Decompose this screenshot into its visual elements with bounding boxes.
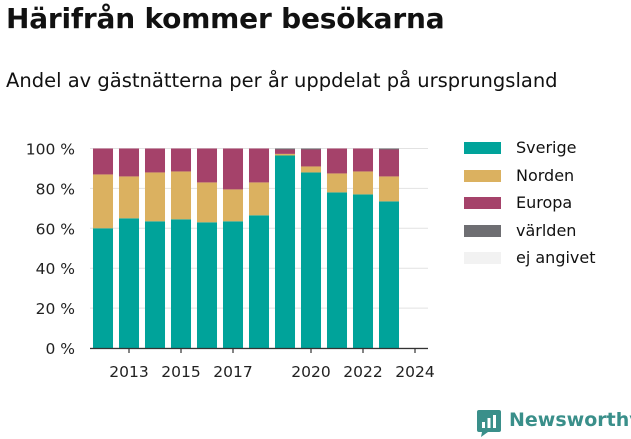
newsworthy-logo-text: Newsworthy xyxy=(509,409,631,431)
bar-sverige-2015 xyxy=(170,219,192,348)
legend-label-norden: Norden xyxy=(516,165,575,185)
bar-norden-2023 xyxy=(378,176,400,202)
legend-swatch-sverige xyxy=(464,142,501,154)
y-tick-label: 0 % xyxy=(45,340,75,358)
bar-sverige-2021 xyxy=(326,192,348,348)
bar-norden-2012 xyxy=(92,174,114,229)
bar-världen-2020 xyxy=(300,148,322,150)
bar-europa-2013 xyxy=(118,148,140,177)
bar-norden-2016 xyxy=(196,182,218,223)
bar-norden-2021 xyxy=(326,173,348,193)
x-tick-label: 2024 xyxy=(395,363,434,381)
bar-europa-2014 xyxy=(144,148,166,173)
bar-sverige-2017 xyxy=(222,221,244,348)
bar-europa-2023 xyxy=(378,149,400,177)
y-tick-label: 80 % xyxy=(36,180,75,198)
x-tick-label: 2017 xyxy=(213,363,252,381)
newsworthy-logo-icon xyxy=(477,410,501,437)
y-tick-label: 60 % xyxy=(36,220,75,238)
legend-label-ej-angivet: ej angivet xyxy=(516,248,596,267)
bar-europa-2015 xyxy=(170,148,192,172)
legend-swatch-ej-angivet xyxy=(464,252,501,264)
bar-sverige-2014 xyxy=(144,221,166,348)
bar-europa-2017 xyxy=(222,148,244,190)
bar-världen-2019 xyxy=(274,148,296,150)
bar-norden-2019 xyxy=(274,153,296,156)
chart-subtitle: Andel av gästnätterna per år uppdelat på… xyxy=(6,69,558,92)
bar-norden-2015 xyxy=(170,171,192,220)
bar-norden-2022 xyxy=(352,171,374,195)
bar-europa-2018 xyxy=(248,148,270,183)
bar-norden-2020 xyxy=(300,166,322,173)
y-tick-label: 20 % xyxy=(36,300,75,318)
x-tick-label: 2013 xyxy=(109,363,148,381)
bar-sverige-2013 xyxy=(118,218,140,348)
x-tick-label: 2020 xyxy=(291,363,330,381)
bar-världen-2023 xyxy=(378,148,400,150)
legend-label-europa: Europa xyxy=(516,193,573,212)
bar-norden-2017 xyxy=(222,189,244,222)
legend-label-sverige: Sverige xyxy=(516,138,577,157)
bar-europa-2020 xyxy=(300,149,322,167)
bar-norden-2014 xyxy=(144,172,166,222)
bar-sverige-2020 xyxy=(300,172,322,348)
bar-norden-2018 xyxy=(248,182,270,216)
chart-title: Härifrån kommer besökarna xyxy=(6,2,445,35)
bar-europa-2012 xyxy=(92,148,114,175)
bar-europa-2022 xyxy=(352,148,374,172)
bar-europa-2019 xyxy=(274,149,296,154)
legend-swatch-varlden xyxy=(464,224,501,237)
x-tick-label: 2015 xyxy=(161,363,200,381)
bar-sverige-2012 xyxy=(92,228,114,348)
bar-sverige-2019 xyxy=(274,155,296,348)
bar-sverige-2023 xyxy=(378,201,400,348)
bar-norden-2013 xyxy=(118,176,140,219)
bar-sverige-2016 xyxy=(196,222,218,348)
bar-europa-2016 xyxy=(196,148,218,183)
y-tick-label: 40 % xyxy=(36,260,75,278)
x-tick-label: 2022 xyxy=(343,363,382,381)
legend-swatch-europa xyxy=(464,197,501,209)
bar-europa-2021 xyxy=(326,148,348,174)
legend-label-varlden: världen xyxy=(516,220,577,240)
legend-swatch-norden xyxy=(464,169,501,182)
y-tick-label: 100 % xyxy=(26,141,75,159)
bar-sverige-2018 xyxy=(248,215,270,348)
bar-sverige-2022 xyxy=(352,194,374,348)
